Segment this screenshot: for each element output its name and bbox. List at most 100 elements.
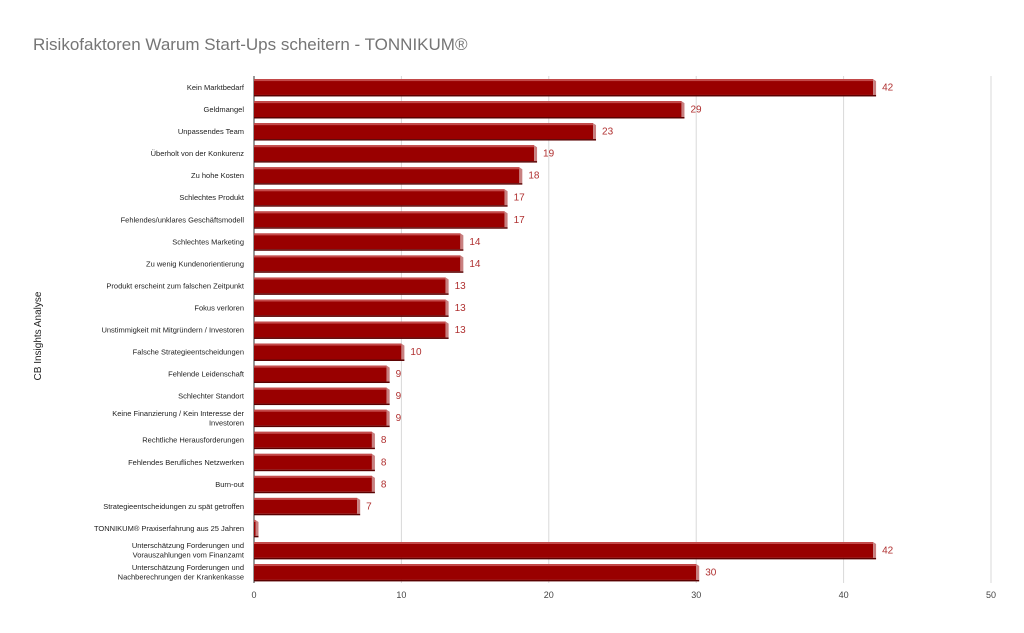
x-tick-label: 50 xyxy=(986,590,996,600)
category-label-line: Fehlende Leidenschaft xyxy=(168,370,245,379)
data-label: 29 xyxy=(690,105,702,116)
bar-shadow xyxy=(254,271,464,273)
data-label: 18 xyxy=(528,171,540,182)
bar-shadow xyxy=(254,425,390,428)
bar-side xyxy=(386,387,390,404)
category-label: Kein Marktbedarf xyxy=(187,83,245,92)
bar-shadow xyxy=(254,315,449,317)
category-label: Schlechtes Produkt xyxy=(179,193,245,202)
data-label: 14 xyxy=(469,259,481,270)
bar-shadow xyxy=(254,447,375,450)
bar-highlight xyxy=(254,343,402,346)
x-tick-label: 30 xyxy=(691,590,701,600)
category-label: Unstimmigkeit mit Mitgründern / Investor… xyxy=(101,326,244,335)
category-label: Fehlendes/unklares Geschäftsmodell xyxy=(121,215,245,224)
bar-shadow xyxy=(254,293,449,295)
bar xyxy=(254,189,505,206)
bar-shadow xyxy=(254,359,405,361)
bar-shadow xyxy=(254,94,877,97)
bar-highlight xyxy=(254,475,372,478)
bar xyxy=(254,387,387,404)
data-label: 9 xyxy=(396,391,402,402)
category-label-line: Zu wenig Kundenorientierung xyxy=(146,259,244,268)
bar-highlight xyxy=(254,519,256,522)
data-label: 8 xyxy=(381,457,387,468)
bar-shadow xyxy=(254,579,700,582)
bar-side xyxy=(445,299,449,316)
category-label-line: Unterschätzung Forderungen und xyxy=(132,563,244,572)
category-label-line: Fehlendes/unklares Geschäftsmodell xyxy=(121,215,245,224)
bar-shadow xyxy=(254,227,508,229)
bar-side xyxy=(445,277,449,294)
bar-shadow xyxy=(254,117,685,119)
category-label-line: Rechtliche Herausforderungen xyxy=(142,436,244,445)
category-label: Fehlendes Berufliches Netzwerken xyxy=(128,458,244,467)
bar-side xyxy=(534,145,538,162)
bar-highlight xyxy=(254,101,682,104)
bar xyxy=(254,453,372,470)
bar xyxy=(254,519,256,536)
bar xyxy=(254,211,505,228)
bar-highlight xyxy=(254,277,446,280)
bar-highlight xyxy=(254,564,697,567)
category-label: Schlechter Standort xyxy=(178,392,245,401)
x-axis-ticks: 0 10 20 30 40 50 xyxy=(251,590,996,600)
bar-shadow xyxy=(254,183,523,185)
bar xyxy=(254,255,461,272)
bar-side xyxy=(255,519,259,536)
category-label-line: Unstimmigkeit mit Mitgründern / Investor… xyxy=(101,326,244,335)
data-label: 13 xyxy=(455,325,467,336)
x-tick-label: 40 xyxy=(839,590,849,600)
bar-highlight xyxy=(254,409,387,412)
bar-highlight xyxy=(254,255,461,258)
bar-shadow xyxy=(254,469,375,472)
bar xyxy=(254,321,446,338)
bar-side xyxy=(696,564,700,580)
y-axis-label: CB Insights Analyse xyxy=(33,291,44,380)
data-label: 17 xyxy=(514,193,526,204)
bar xyxy=(254,343,402,360)
category-label-line: Produkt erscheint zum falschen Zeitpunkt xyxy=(106,281,244,290)
bar-highlight xyxy=(254,453,372,456)
bar xyxy=(254,79,874,95)
category-label-line: Fokus verloren xyxy=(194,303,244,312)
bar-shadow xyxy=(254,161,538,163)
bar-side xyxy=(873,541,877,558)
category-label-line: Investoren xyxy=(209,418,244,427)
category-label-line: Strategieentscheidungen zu spät getroffe… xyxy=(103,502,244,511)
category-label-line: Falsche Strategieentscheidungen xyxy=(133,348,244,357)
bar xyxy=(254,409,387,426)
bar-highlight xyxy=(254,541,874,544)
category-label: Zu wenig Kundenorientierung xyxy=(146,259,244,268)
category-label: Unpassendes Team xyxy=(178,127,244,136)
data-label: 13 xyxy=(455,281,467,292)
category-label: Überholt von der Konkurenz xyxy=(151,149,245,158)
bar-highlight xyxy=(254,79,874,82)
chart-title: Risikofaktoren Warum Start-Ups scheitern… xyxy=(33,35,468,54)
bar-highlight xyxy=(254,189,505,192)
bar xyxy=(254,431,372,448)
bar-side xyxy=(371,453,375,470)
data-label: 13 xyxy=(455,303,467,314)
bar-highlight xyxy=(254,145,535,148)
x-tick-label: 0 xyxy=(251,590,256,600)
category-label: Zu hohe Kosten xyxy=(191,171,244,180)
bar-side xyxy=(401,343,405,360)
bar xyxy=(254,497,358,514)
category-label: Produkt erscheint zum falschen Zeitpunkt xyxy=(106,281,244,290)
bar-highlight xyxy=(254,233,461,236)
category-label-line: Vorauszahlungen vom Finanzamt xyxy=(133,551,245,560)
data-label: 9 xyxy=(396,369,402,380)
category-label-line: Schlechtes Marketing xyxy=(172,237,244,246)
bar-side xyxy=(371,475,375,492)
category-label: Strategieentscheidungen zu spät getroffe… xyxy=(103,502,244,511)
bar-shadow xyxy=(254,337,449,339)
category-labels: Kein Marktbedarf Geldmangel Unpassendes Te… xyxy=(94,83,245,582)
category-label-line: Unterschätzung Forderungen und xyxy=(132,541,244,550)
data-label: 17 xyxy=(514,215,526,226)
x-tick-label: 20 xyxy=(544,590,554,600)
bar-highlight xyxy=(254,211,505,214)
bar xyxy=(254,167,520,184)
